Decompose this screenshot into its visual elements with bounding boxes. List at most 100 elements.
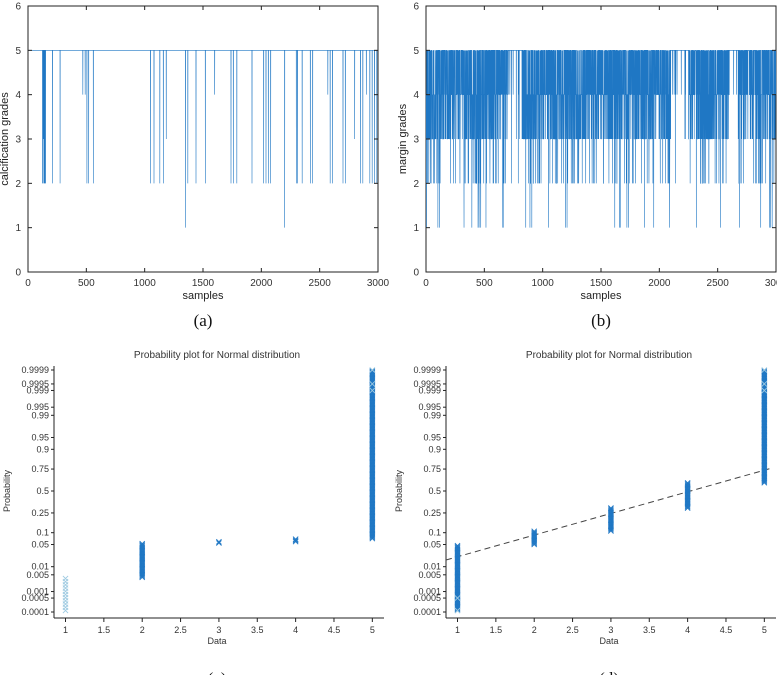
marker-column-x1 <box>62 575 69 614</box>
x-tick-label: 2.5 <box>566 625 579 635</box>
marker-column-x4 <box>292 536 299 545</box>
data-marker <box>454 543 461 550</box>
x-tick-label: 1000 <box>532 278 555 289</box>
data-marker <box>684 482 691 489</box>
marker-column-x2 <box>531 528 538 548</box>
y-tick-label: 5 <box>413 46 419 57</box>
data-marker <box>369 367 376 373</box>
data-marker <box>139 541 146 548</box>
y-tick-label: 0.5 <box>428 486 441 496</box>
plot-frame <box>27 5 379 273</box>
x-axis-label: samples <box>581 290 622 302</box>
y-axis-label: calcification grades <box>0 92 11 186</box>
y-tick-label: 0.25 <box>31 508 49 518</box>
x-tick-label: 500 <box>78 278 95 289</box>
x-tick-label: 4.5 <box>720 625 733 635</box>
data-marker <box>215 540 222 546</box>
series-line <box>425 50 777 228</box>
data-marker <box>454 595 461 601</box>
x-tick-label: 2 <box>140 625 145 635</box>
x-tick-label: 4.5 <box>328 625 341 635</box>
y-tick-label: 0.9995 <box>413 379 441 389</box>
y-tick-label: 0.001 <box>26 587 49 597</box>
y-tick-label: 0.9995 <box>21 379 49 389</box>
panel-d <box>443 366 776 622</box>
x-tick-label: 4 <box>293 625 298 635</box>
x-axis-label: samples <box>183 290 224 302</box>
data-marker <box>292 537 299 544</box>
x-tick-label: 5 <box>370 625 375 635</box>
y-tick-label: 4 <box>15 90 21 101</box>
fit-line <box>445 467 773 561</box>
data-marker <box>369 368 376 375</box>
y-tick-label: 0.999 <box>26 385 49 395</box>
y-tick-label: 1 <box>413 223 419 234</box>
x-tick-label: 3 <box>216 625 221 635</box>
x-tick-label: 2500 <box>707 278 730 289</box>
y-tick-label: 0.05 <box>423 540 441 550</box>
y-tick-label: 2 <box>413 179 419 190</box>
y-tick-label: 0.25 <box>423 508 441 518</box>
y-tick-label: 0.0001 <box>21 607 49 617</box>
y-tick-label: 1 <box>15 223 21 234</box>
data-marker <box>761 367 768 373</box>
y-axis-label: margin grades <box>397 103 409 174</box>
y-tick-label: 0.005 <box>418 570 441 580</box>
marker-column-x3 <box>215 538 222 546</box>
y-tick-label: 0.99 <box>31 410 49 420</box>
marker-column-x1 <box>454 542 461 614</box>
panel-caption: (b) <box>591 311 611 330</box>
y-tick-label: 0.9999 <box>21 365 49 375</box>
x-tick-label: 1000 <box>134 278 157 289</box>
x-tick-label: 3.5 <box>251 625 264 635</box>
y-tick-label: 0.1 <box>36 528 49 538</box>
chart-title: Probability plot for Normal distribution <box>134 350 300 361</box>
y-tick-label: 0.01 <box>423 562 441 572</box>
panel-caption: (a) <box>194 311 213 330</box>
data-marker <box>761 381 768 387</box>
y-tick-label: 6 <box>413 2 419 13</box>
x-tick-label: 2.5 <box>174 625 187 635</box>
y-tick-label: 0.0005 <box>413 593 441 603</box>
y-tick-label: 0.001 <box>418 587 441 597</box>
y-axis-label: Probability <box>394 469 404 512</box>
x-tick-label: 0 <box>25 278 31 289</box>
data-marker <box>62 575 69 582</box>
x-tick-label: 2500 <box>309 278 332 289</box>
x-tick-label: 1 <box>455 625 460 635</box>
y-tick-label: 0.75 <box>423 464 441 474</box>
y-tick-label: 0.0005 <box>21 593 49 603</box>
y-tick-label: 3 <box>413 135 419 146</box>
y-tick-label: 0.5 <box>36 486 49 496</box>
y-tick-label: 0.0001 <box>413 607 441 617</box>
panel-caption: (c) <box>208 669 227 675</box>
x-tick-label: 1500 <box>590 278 613 289</box>
marker-column-x5 <box>761 367 768 486</box>
y-tick-label: 0.995 <box>418 402 441 412</box>
marker-column-x2 <box>139 540 146 581</box>
data-marker <box>369 387 376 394</box>
y-tick-label: 2 <box>15 179 21 190</box>
y-tick-label: 3 <box>15 135 21 146</box>
data-marker <box>531 529 538 536</box>
y-tick-label: 0.1 <box>428 528 441 538</box>
panel-b <box>425 5 777 273</box>
x-tick-label: 0 <box>423 278 429 289</box>
marker-column-x5 <box>369 367 376 542</box>
y-tick-label: 0.9 <box>428 444 441 454</box>
x-axis-label: Data <box>207 636 226 646</box>
data-marker <box>292 538 299 545</box>
x-tick-label: 500 <box>476 278 493 289</box>
data-marker <box>369 381 376 387</box>
data-marker <box>139 543 146 550</box>
marker-column-x3 <box>607 505 614 534</box>
y-tick-label: 0.75 <box>31 464 49 474</box>
y-tick-label: 0.9 <box>36 444 49 454</box>
data-marker <box>215 538 222 545</box>
x-tick-label: 2000 <box>648 278 671 289</box>
chart-title: Probability plot for Normal distribution <box>526 350 692 361</box>
y-axis-label: Probability <box>2 469 12 512</box>
x-tick-label: 1 <box>63 625 68 635</box>
data-marker <box>292 536 299 543</box>
